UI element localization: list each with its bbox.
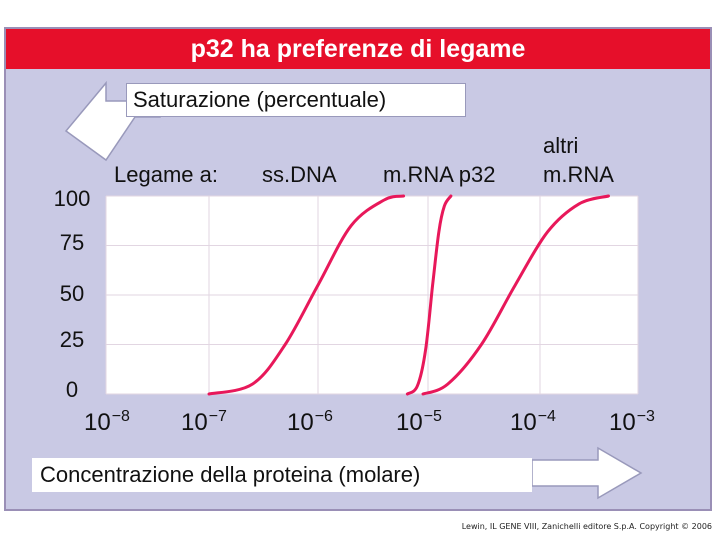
series-label-altri-line2: m.RNA <box>543 162 614 187</box>
x-axis-arrow <box>531 446 643 500</box>
y-tick-label: 100 <box>53 186 91 211</box>
series-line-0 <box>207 194 406 396</box>
x-tick-label: 10−6 <box>287 408 333 436</box>
series-label-ssdna: ss.DNA <box>262 162 337 187</box>
x-tick-label: 10−4 <box>510 408 556 436</box>
series-label-altri-line1: altri <box>543 133 579 158</box>
copyright-credit: Lewin, IL GENE VIII, Zanichelli editore … <box>461 522 712 531</box>
x-tick-label: 10−8 <box>84 408 130 436</box>
x-tick-label: 10−7 <box>181 408 227 436</box>
y-tick-label: 0 <box>65 377 79 402</box>
y-tick-label: 50 <box>59 281 85 306</box>
series-line-1 <box>405 194 453 396</box>
y-axis-label: Saturazione (percentuale) <box>126 83 466 117</box>
slide-title: p32 ha preferenze di legame <box>6 29 710 69</box>
y-tick-label: 25 <box>59 327 85 352</box>
series-line-2 <box>421 194 610 396</box>
legend-prefix: Legame a: <box>114 162 218 187</box>
x-tick-label: 10−5 <box>396 408 442 436</box>
series-label-mrna-p32: m.RNA p32 <box>383 162 496 187</box>
x-axis-label: Concentrazione della proteina (molare) <box>32 458 532 492</box>
y-tick-label: 75 <box>59 230 85 255</box>
x-tick-label: 10−3 <box>609 408 655 436</box>
